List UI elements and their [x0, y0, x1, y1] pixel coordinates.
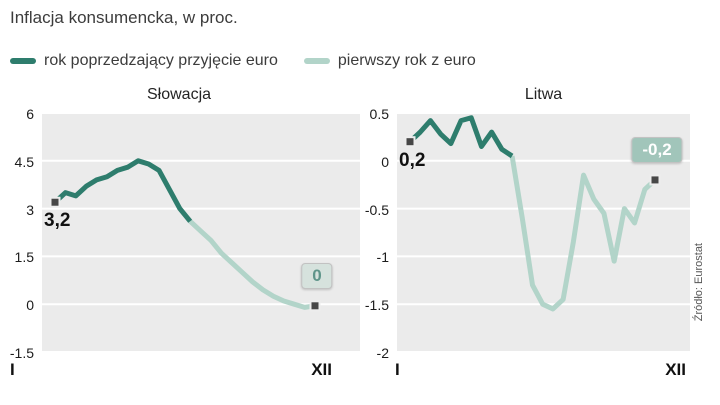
chart-title: Litwa — [524, 86, 563, 103]
start-value-label: 0,2 — [399, 149, 426, 171]
y-tick-label: 0 — [26, 297, 34, 314]
x-tick-label: I — [10, 360, 15, 379]
end-value-badge: -0,2 — [631, 136, 683, 163]
y-tick-label: 6 — [26, 106, 34, 122]
y-tick-label: -1.5 — [9, 345, 34, 361]
legend-label-euro: pierwszy rok z euro — [337, 52, 476, 69]
series-line-preeuro — [53, 158, 193, 223]
series-line-euro — [509, 155, 657, 312]
source-credit: Źródło: Eurostat — [693, 243, 705, 322]
legend-item-euro: pierwszy rok z euro — [303, 52, 476, 70]
x-axis-labels: I XII — [395, 360, 686, 380]
legend-label-preeuro: rok poprzedzający przyjęcie euro — [44, 52, 278, 69]
legend: rok poprzedzający przyjęcie euro pierwsz… — [10, 52, 476, 70]
y-tick-label: -1.5 — [364, 297, 389, 314]
data-point-marker — [309, 300, 321, 312]
y-tick-label: 0 — [381, 153, 389, 170]
legend-item-preeuro: rok poprzedzający przyjęcie euro — [10, 52, 278, 70]
series-line-euro — [188, 219, 316, 310]
plot-area — [42, 113, 360, 352]
y-axis-labels: 6 4.5 3 1.5 0 -1.5 — [0, 84, 34, 384]
data-point-marker — [649, 174, 661, 186]
y-tick-label: 0.5 — [369, 106, 389, 122]
chart-slovakia: Słowacja 6 4.5 3 1.5 0 -1.5 I XII 3,2 0 — [0, 84, 366, 384]
x-axis-labels: I XII — [10, 360, 332, 380]
x-tick-label: I — [395, 360, 400, 379]
legend-swatch-preeuro-icon — [10, 58, 36, 64]
y-tick-label: -1 — [376, 249, 389, 266]
y-tick-label: 1.5 — [14, 249, 34, 266]
data-point-marker — [404, 136, 416, 148]
y-tick-label: 3 — [26, 201, 34, 218]
end-value-badge: 0 — [301, 262, 333, 289]
series-line-preeuro — [408, 115, 514, 159]
data-point-marker — [49, 196, 61, 208]
start-value-label: 3,2 — [44, 210, 71, 232]
x-tick-label: XII — [665, 360, 686, 379]
x-tick-label: XII — [311, 360, 332, 379]
legend-swatch-euro-icon — [303, 58, 330, 64]
chart-lithuania: Litwa 0.5 0 -0.5 -1 -1.5 -2 I XII 0,2 -0,2 — [355, 84, 700, 384]
page-title: Inflacja konsumencka, w proc. — [10, 8, 238, 27]
y-axis-labels: 0.5 0 -0.5 -1 -1.5 -2 — [355, 84, 389, 384]
y-tick-label: 4.5 — [14, 153, 34, 170]
y-tick-label: -2 — [376, 345, 389, 361]
y-tick-label: -0.5 — [364, 201, 389, 218]
chart-title: Słowacja — [146, 86, 212, 103]
